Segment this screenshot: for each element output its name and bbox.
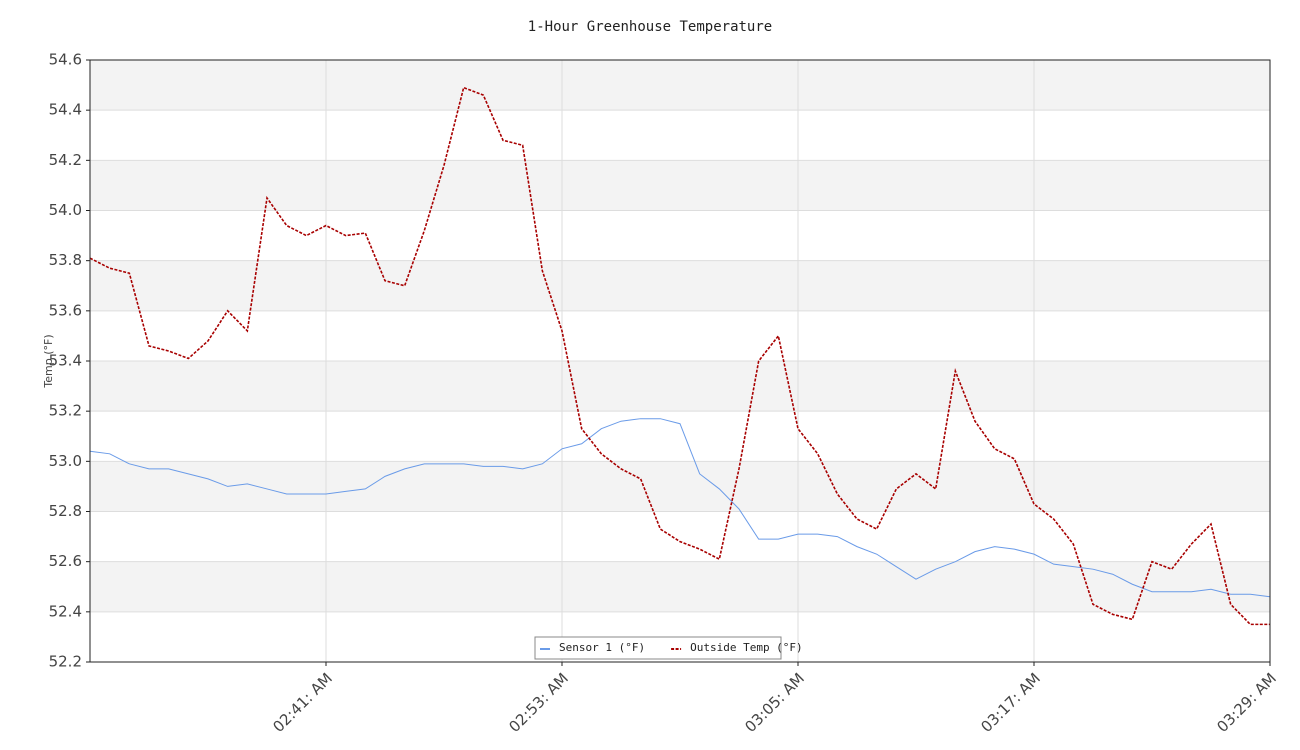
plot-band <box>90 461 1270 512</box>
plot-band <box>90 561 1270 612</box>
plot-band <box>90 60 1270 111</box>
x-tick-label: 03:05: AM <box>741 669 808 736</box>
chart-title: 1-Hour Greenhouse Temperature <box>528 19 772 35</box>
y-tick-label: 52.4 <box>49 602 82 620</box>
legend-label: Sensor 1 (°F) <box>559 641 645 654</box>
x-tick-label: 03:17: AM <box>977 669 1044 736</box>
y-tick-label: 54.4 <box>49 101 82 119</box>
legend: Sensor 1 (°F) Outside Temp (°F) <box>534 636 803 660</box>
y-tick-label: 54.6 <box>49 51 82 69</box>
series-line <box>89 86 1270 626</box>
x-tick-label: 02:41: AM <box>269 669 336 736</box>
grid <box>90 59 1271 663</box>
y-tick-label: 53.4 <box>49 352 82 370</box>
plot-band <box>90 361 1270 412</box>
plot-band <box>90 160 1270 211</box>
y-tick-label: 53.0 <box>49 452 82 470</box>
y-tick-label: 54.0 <box>49 201 82 219</box>
y-tick-label: 52.2 <box>49 653 82 671</box>
y-axis-label: Temp (°F) <box>42 334 55 388</box>
x-tick-label: 03:29: AM <box>1213 669 1280 736</box>
legend-box <box>534 636 782 660</box>
y-tick-label: 54.2 <box>49 151 82 169</box>
lines <box>89 86 1271 626</box>
y-tick-label: 53.8 <box>49 251 82 269</box>
x-tick-label: 02:53: AM <box>505 669 572 736</box>
plot-band <box>90 260 1270 311</box>
plot-bands <box>90 60 1270 612</box>
y-tick-label: 53.2 <box>49 402 82 420</box>
y-tick-label: 52.6 <box>49 552 82 570</box>
y-tick-label: 52.8 <box>49 502 82 520</box>
legend-label: Outside Temp (°F) <box>690 641 803 654</box>
y-tick-label: 53.6 <box>49 301 82 319</box>
series-line <box>89 418 1271 598</box>
